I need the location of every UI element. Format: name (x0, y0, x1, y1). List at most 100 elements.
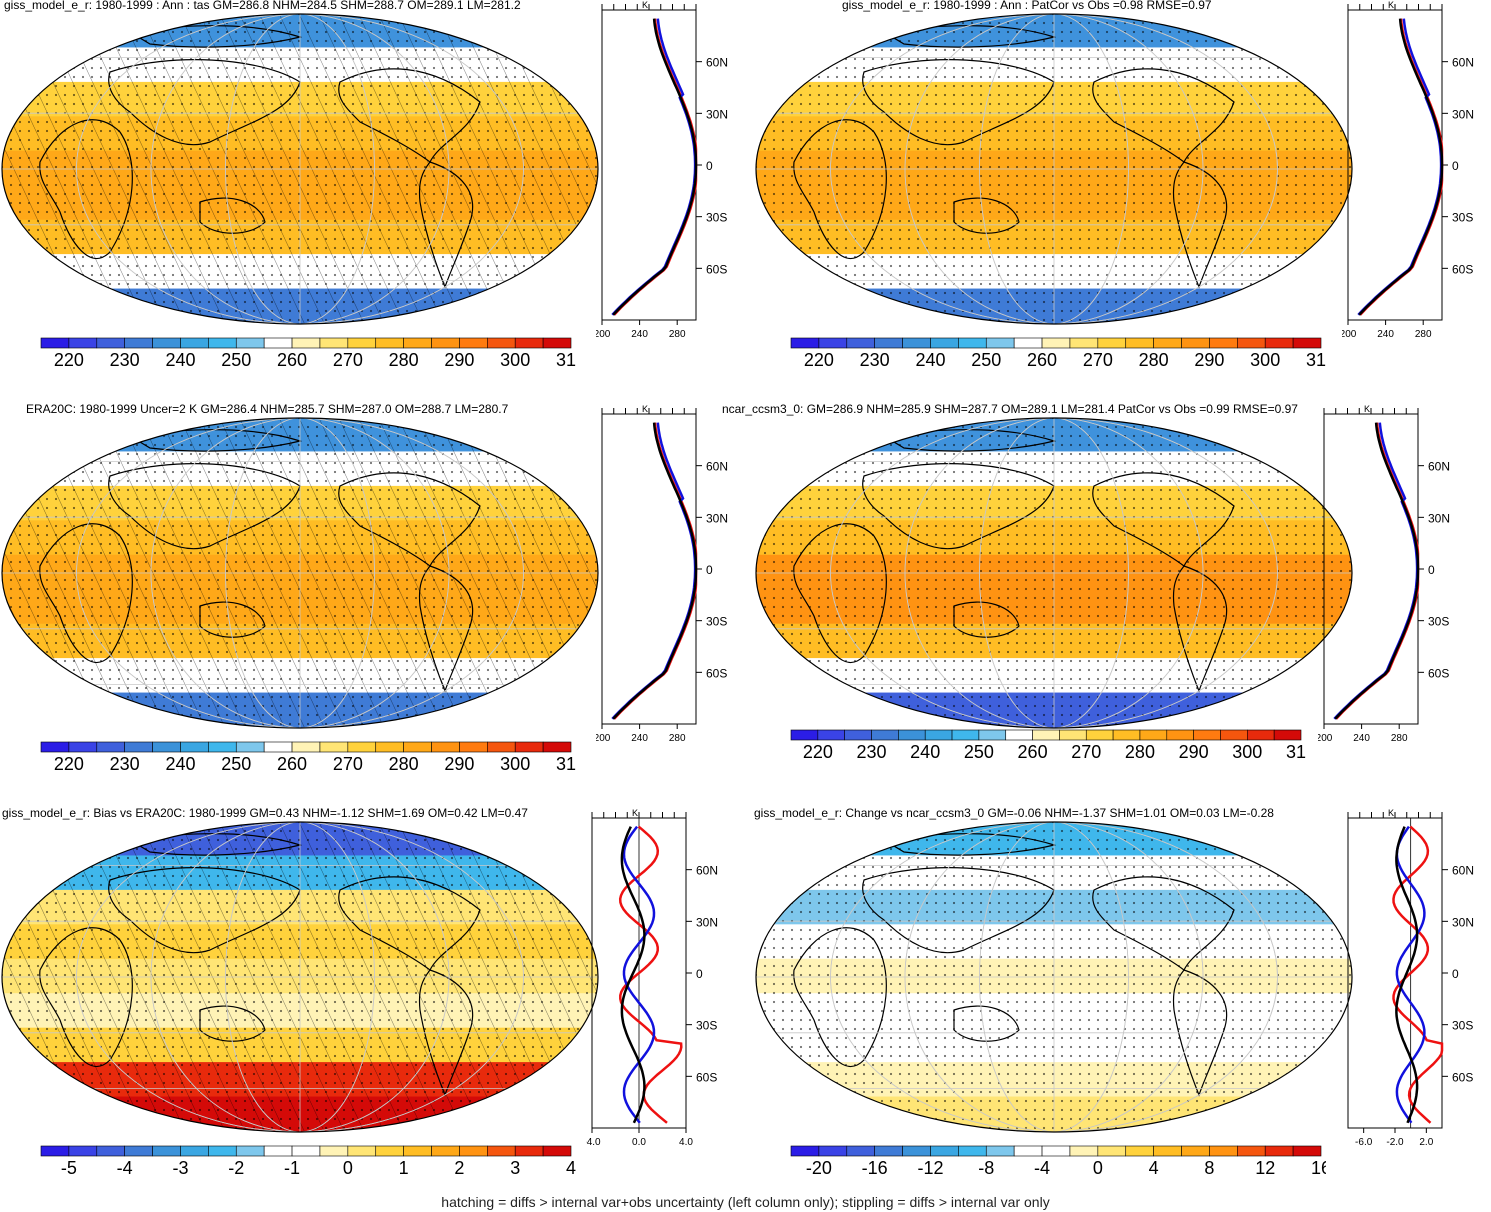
colorbar-swatch (846, 337, 875, 349)
colorbar-swatch (291, 337, 321, 349)
profile-y-tick-label: 30S (706, 211, 727, 225)
colorbar-swatch (818, 1145, 848, 1157)
profile-y-tick-label: 60S (696, 1070, 717, 1084)
world-map (755, 417, 1353, 729)
colorbar-swatch (1041, 337, 1071, 349)
colorbar-swatch (403, 741, 432, 753)
zonal-mean-profile: -6.0 -2.0 2.0 K 60N 30N 0 30S 60S (1347, 808, 1474, 1148)
colorbar: -5-4-3-2-1012345 (40, 1145, 576, 1178)
profile-unit: K (1388, 0, 1394, 10)
colorbar-label: -20 (806, 1158, 832, 1178)
profile-unit: K (642, 0, 648, 10)
panel-title: ERA20C: 1980-1999 Uncer=2 K GM=286.4 NHM… (26, 402, 509, 416)
colorbar-swatch (1166, 729, 1194, 741)
colorbar-swatch (68, 741, 98, 753)
map-field (2, 418, 598, 728)
profile-x-tick-label: -4.0 (586, 1137, 601, 1148)
colorbar-label: 220 (54, 350, 84, 370)
colorbar-label: 280 (1125, 742, 1155, 762)
profile-line-mean (612, 422, 698, 720)
colorbar-label: 260 (277, 350, 307, 370)
colorbar-label: 280 (389, 350, 419, 370)
profile-x-tick-label: 200 (1342, 329, 1357, 340)
colorbar-swatch (542, 1145, 572, 1157)
profile-y-tick-label: 0 (706, 159, 713, 173)
colorbar-label: 270 (333, 350, 363, 370)
colorbar-swatch (1097, 1145, 1127, 1157)
colorbar-swatch (1005, 729, 1033, 741)
colorbar-swatch (958, 337, 987, 349)
colorbar-swatch (152, 741, 181, 753)
colorbar-label: 300 (1250, 350, 1280, 370)
colorbar-swatch (1181, 1145, 1210, 1157)
colorbar-swatch (208, 741, 237, 753)
colorbar-swatch (152, 337, 181, 349)
colorbar-swatch (487, 1145, 516, 1157)
colorbar-label: 250 (971, 350, 1001, 370)
colorbar-swatch (152, 1145, 181, 1157)
colorbar-label: 220 (803, 742, 833, 762)
colorbar-label: 310 (556, 350, 576, 370)
graticule (756, 14, 1352, 324)
map-border (1, 13, 599, 325)
colorbar-swatch (1153, 1145, 1182, 1157)
profile-y-tick-label: 0 (1452, 159, 1459, 173)
profile-y-tick-label: 30S (1428, 615, 1449, 629)
profile-y-tick-label: 30S (1452, 211, 1473, 225)
map-field (756, 418, 1352, 728)
colorbar-swatch (1125, 337, 1154, 349)
profile-y-tick-label: 60N (706, 460, 728, 474)
colorbar-swatch (1059, 729, 1087, 741)
profile-x-tick-label: 2.0 (1419, 1137, 1433, 1148)
colorbar-swatch (1041, 1145, 1071, 1157)
graticule (2, 822, 598, 1132)
colorbar-label: 220 (54, 754, 84, 774)
colorbar: 220230240250260270280290300310320 (40, 741, 576, 774)
profile-x-tick-label: -6.0 (1355, 1137, 1373, 1148)
graticule (2, 418, 598, 728)
profile-y-tick-label: 60N (1452, 56, 1474, 70)
colorbar-swatch (347, 1145, 377, 1157)
colorbar-label: 270 (1071, 742, 1101, 762)
colorbar-swatch (1264, 337, 1294, 349)
colorbar-label: 290 (444, 350, 474, 370)
colorbar-swatch (1247, 729, 1275, 741)
colorbar-swatch (844, 729, 872, 741)
colorbar-label: 270 (333, 754, 363, 774)
profile-y-tick-label: 60S (1428, 666, 1449, 680)
colorbar-swatch (431, 1145, 460, 1157)
colorbar-swatch (1292, 337, 1322, 349)
colorbar-label: 4 (566, 1158, 576, 1178)
colorbar-label: 300 (1232, 742, 1262, 762)
profile-frame (1323, 413, 1419, 725)
colorbar-label: 250 (221, 350, 251, 370)
panel-giss-ann-patcor: giss_model_e_r: 1980-1999 : Ann : PatCor… (746, 0, 1491, 404)
colorbar-label: 240 (165, 350, 195, 370)
profile-y-tick-label: 30S (1452, 1019, 1473, 1033)
profile-line-reference (622, 825, 656, 1124)
profile-frame (1347, 9, 1443, 321)
colorbar-swatch (208, 1145, 237, 1157)
colorbar-label: 230 (857, 742, 887, 762)
profile-y-tick-label: 60S (706, 262, 727, 276)
colorbar: 220230240250260270280290300310320 (790, 337, 1326, 370)
map-border (755, 13, 1353, 325)
zonal-mean-profile: 200 240 280 K 60N 30N 0 30S 60S (596, 0, 728, 340)
colorbar-swatch (514, 1145, 544, 1157)
colorbar-label: 290 (1179, 742, 1209, 762)
colorbar-swatch (235, 741, 265, 753)
panel-bias: giss_model_e_r: Bias vs ERA20C: 1980-199… (0, 806, 745, 1212)
colorbar-swatch (871, 729, 899, 741)
colorbar-label: 12 (1255, 1158, 1275, 1178)
profile-line-reference (1333, 422, 1419, 720)
panel-title: giss_model_e_r: 1980-1999 : Ann : tas GM… (4, 0, 521, 12)
colorbar-label: 300 (500, 350, 530, 370)
map-field (2, 14, 598, 324)
colorbar-label: 240 (915, 350, 945, 370)
map-field (756, 822, 1352, 1132)
profile-unit: K (1388, 808, 1394, 818)
colorbar-swatch (1069, 337, 1099, 349)
colorbar-label: 2 (454, 1158, 464, 1178)
panel-change: giss_model_e_r: Change vs ncar_ccsm3_0 G… (746, 806, 1491, 1212)
colorbar-swatch (930, 1145, 959, 1157)
